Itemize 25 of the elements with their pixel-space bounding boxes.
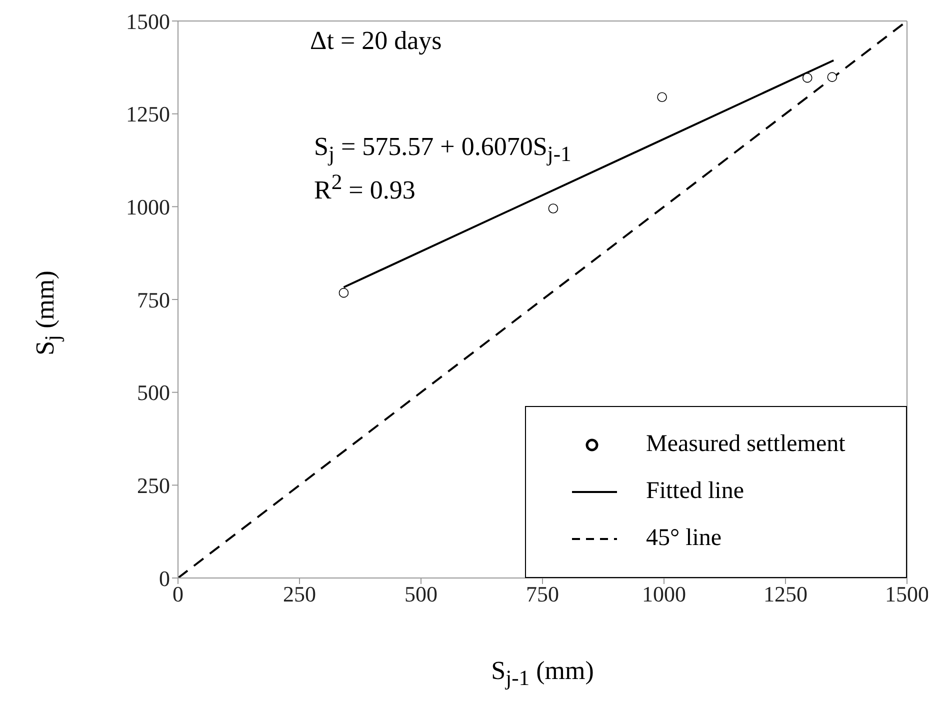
- y-tick-label: 0: [159, 566, 170, 591]
- annotation: Δt = 20 days: [310, 26, 442, 56]
- x-tick-label: 1500: [885, 582, 929, 607]
- x-tick-label: 1000: [642, 582, 686, 607]
- y-tick-label: 250: [137, 472, 170, 498]
- y-tick-label: 750: [137, 287, 170, 312]
- legend-label: Measured settlement: [646, 431, 846, 458]
- point: [827, 72, 838, 82]
- y-tick-label: 1250: [126, 102, 170, 127]
- legend-label: Fitted line: [646, 478, 744, 505]
- point: [657, 92, 667, 102]
- legend-label: 45° line: [646, 525, 722, 552]
- point: [802, 72, 812, 83]
- point: [548, 204, 558, 214]
- x-tick-label: 500: [404, 582, 438, 607]
- y-tick-label: 500: [137, 380, 170, 406]
- x-tick-label: 250: [283, 582, 316, 607]
- y-tick-label: 1500: [126, 8, 170, 34]
- y-tick-label: 1000: [126, 194, 170, 220]
- x-axis-title: S$_{j-1}$ (mm): [491, 656, 594, 692]
- annotation: S$_{j}$ = 575.57 + 0.6070S$_{j-1}$: [314, 132, 572, 168]
- x-tick-label: 750: [526, 582, 559, 607]
- annotation: R$^{2}$ = 0.93: [314, 170, 416, 206]
- point: [338, 288, 349, 298]
- x-tick-label: 1250: [764, 582, 808, 607]
